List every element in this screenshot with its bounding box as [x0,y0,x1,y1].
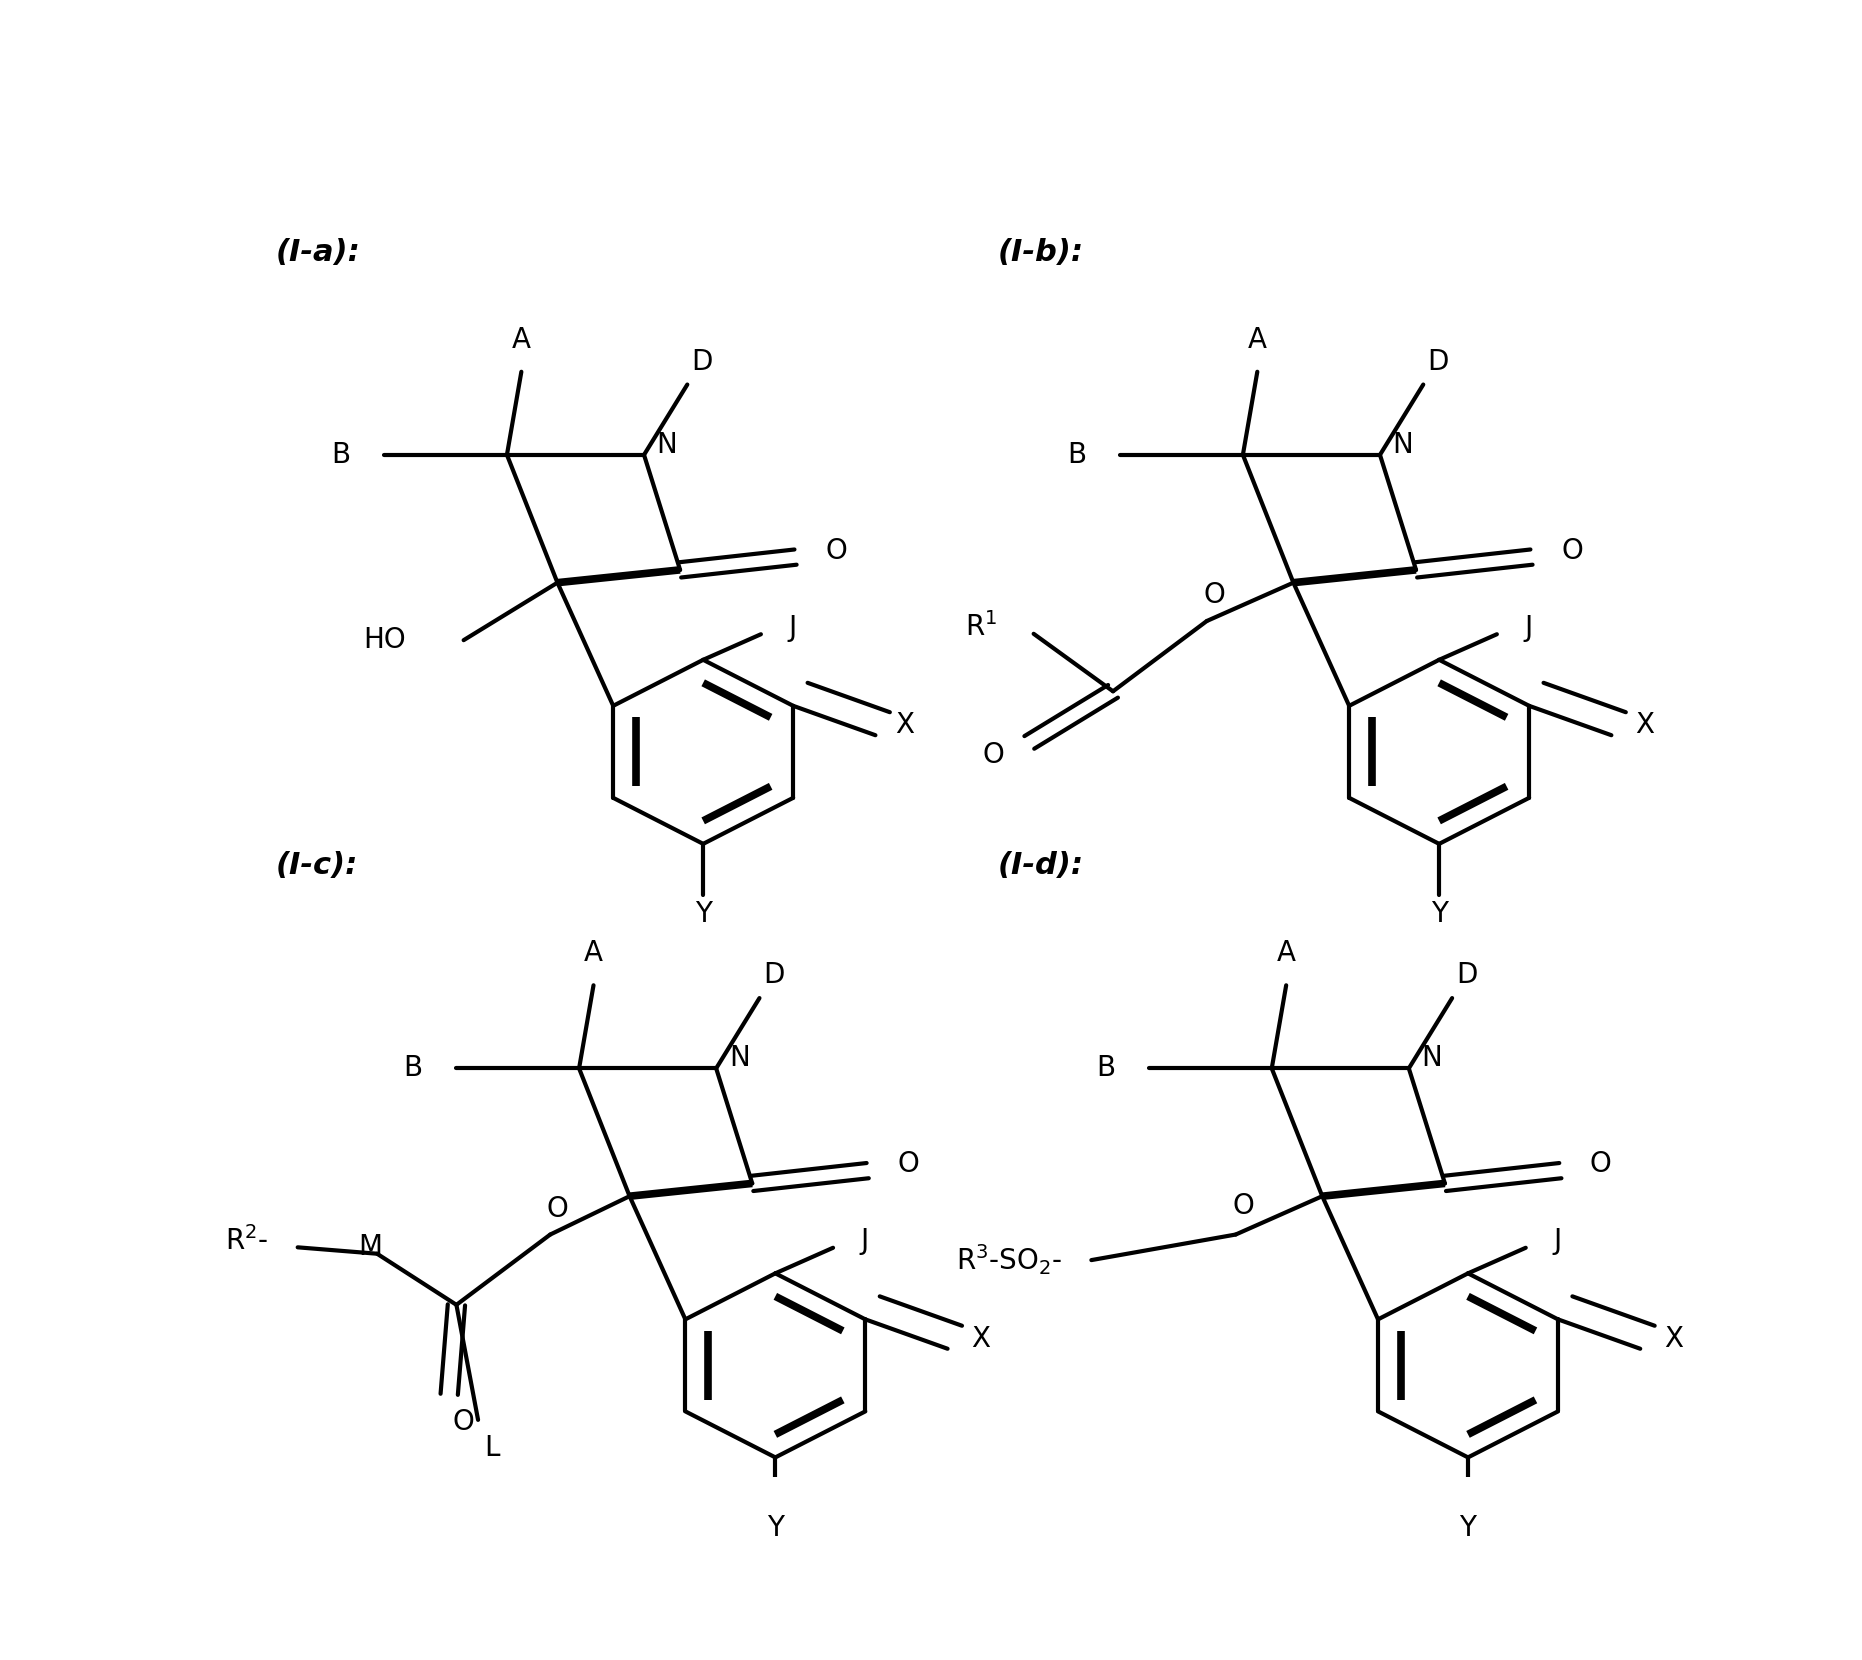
Text: J: J [1553,1227,1562,1255]
Text: A: A [1248,325,1266,354]
Text: O: O [1233,1192,1253,1220]
Text: R$^1$: R$^1$ [965,613,998,642]
Text: X: X [1635,710,1653,739]
Text: Y: Y [1460,1514,1477,1542]
Text: X: X [972,1325,991,1353]
Text: D: D [763,961,784,989]
Text: O: O [547,1195,568,1223]
Text: N: N [657,430,678,458]
Text: M: M [358,1233,382,1262]
Text: N: N [1421,1044,1443,1072]
Text: D: D [1426,347,1449,375]
Text: B: B [1067,442,1087,468]
Text: (I-c):: (I-c): [276,852,358,880]
Text: O: O [1590,1150,1612,1179]
Text: N: N [1393,430,1413,458]
Text: R$^2$-: R$^2$- [225,1227,268,1257]
Text: B: B [331,442,350,468]
Text: X: X [896,710,914,739]
Text: Y: Y [767,1514,784,1542]
Text: Y: Y [695,900,711,928]
Text: A: A [1277,940,1296,968]
Text: O: O [1203,581,1225,609]
Text: R$^3$-SO$_2$-: R$^3$-SO$_2$- [957,1243,1063,1278]
Text: N: N [728,1044,750,1072]
Text: X: X [1665,1325,1683,1353]
Text: B: B [1097,1054,1115,1082]
Text: J: J [788,614,797,642]
Text: A: A [512,325,531,354]
Text: (I-a):: (I-a): [276,237,361,267]
Text: O: O [452,1408,475,1436]
Text: J: J [860,1227,870,1255]
Text: L: L [484,1434,501,1462]
Text: Y: Y [1430,900,1447,928]
Text: D: D [691,347,713,375]
Text: O: O [1560,536,1583,564]
Text: O: O [825,536,847,564]
Text: B: B [404,1054,423,1082]
Text: O: O [983,742,1004,769]
Text: (I-d):: (I-d): [998,852,1084,880]
Text: D: D [1456,961,1477,989]
Text: O: O [897,1150,920,1179]
Text: HO: HO [363,626,406,654]
Text: J: J [1525,614,1532,642]
Text: A: A [585,940,603,968]
Text: (I-b):: (I-b): [998,237,1084,267]
